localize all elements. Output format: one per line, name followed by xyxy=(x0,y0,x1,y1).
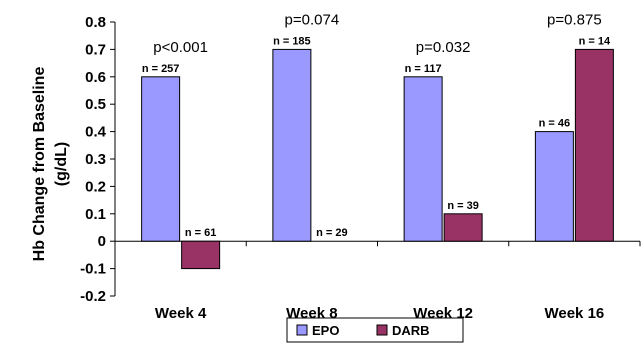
y-tick-label: 0.5 xyxy=(85,96,106,113)
y-tick-label: 0.6 xyxy=(85,69,106,86)
bar-darb-week-12 xyxy=(443,213,483,242)
n-label: n = 14 xyxy=(579,35,611,47)
category-label: Week 4 xyxy=(155,305,207,322)
y-tick-label: 0.1 xyxy=(85,206,106,223)
n-label: n = 61 xyxy=(185,227,217,239)
legend: EPO DARB xyxy=(286,317,464,343)
category-label: Week 16 xyxy=(544,305,604,322)
y-axis-label-line-2: (g/dL) xyxy=(53,142,70,186)
n-label: n = 117 xyxy=(405,63,442,75)
p-value-label: p=0.875 xyxy=(547,11,602,28)
n-label: n = 257 xyxy=(142,63,180,75)
n-label: n = 46 xyxy=(539,118,571,130)
bar-epo-week-12 xyxy=(403,76,443,242)
y-tick-label: 0.3 xyxy=(85,151,106,168)
bar-darb-week-4 xyxy=(181,240,221,270)
legend-swatch-epo xyxy=(296,324,308,336)
n-label: n = 29 xyxy=(316,227,348,239)
y-tick-label: -0.1 xyxy=(80,261,106,278)
plot-area: -0.2 -0.1 0 0.1 0.2 0.3 0.4 0.5 0.6 0.7 0.8 n = 257… xyxy=(80,11,641,322)
bar-epo-week-8 xyxy=(272,48,312,242)
y-tick-label: 0.2 xyxy=(85,178,106,195)
y-tick-label: 0.4 xyxy=(85,124,107,141)
y-tick-label: -0.2 xyxy=(80,288,106,305)
p-value-label: p<0.001 xyxy=(153,39,208,56)
legend-label-darb: DARB xyxy=(392,323,430,338)
n-label: n = 185 xyxy=(273,35,311,47)
n-label: n = 39 xyxy=(447,200,479,212)
y-tick-label: 0.8 xyxy=(85,14,106,31)
legend-label-epo: EPO xyxy=(312,323,339,338)
p-value-label: p=0.032 xyxy=(416,39,471,56)
y-axis-label-line-1: Hb Change from Baseline xyxy=(31,67,48,262)
p-value-label: p=0.074 xyxy=(285,11,340,28)
y-tick-label: 0 xyxy=(98,233,106,250)
y-tick-label: 0.7 xyxy=(85,41,106,58)
bar-epo-week-4 xyxy=(141,76,181,242)
bar-darb-week-16 xyxy=(574,48,614,242)
legend-swatch-darb xyxy=(376,324,388,336)
bar-epo-week-16 xyxy=(534,131,574,242)
legend-box xyxy=(286,317,464,343)
